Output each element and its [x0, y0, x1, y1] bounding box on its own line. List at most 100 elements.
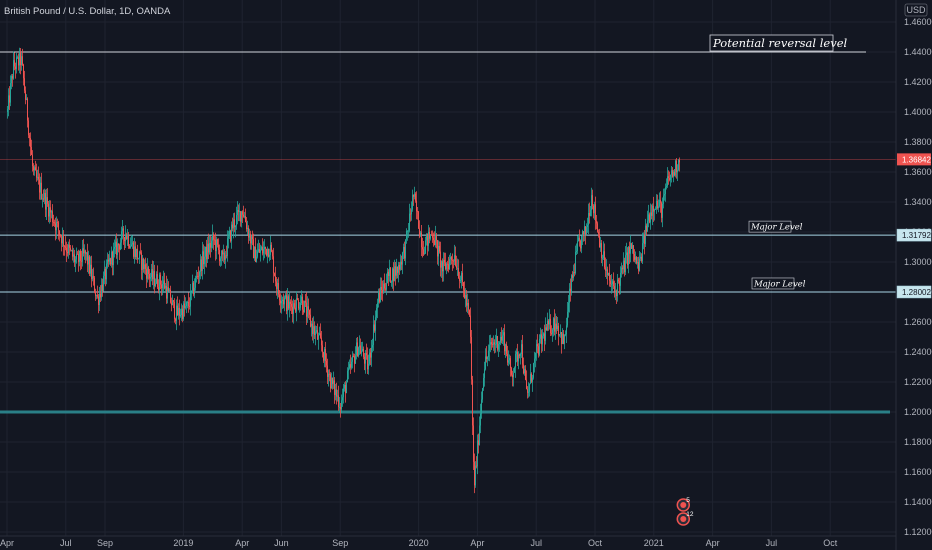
- candle: [70, 244, 71, 252]
- candle: [620, 266, 621, 295]
- candle: [509, 354, 510, 365]
- candle: [47, 188, 48, 207]
- candle: [597, 221, 598, 233]
- event-markers[interactable]: 5 12: [676, 497, 694, 526]
- candle: [356, 337, 357, 360]
- candle: [444, 252, 445, 267]
- candle: [629, 241, 630, 264]
- candle: [340, 403, 341, 418]
- candle: [24, 70, 25, 94]
- candle: [573, 264, 574, 281]
- candle: [337, 389, 338, 402]
- candle: [103, 271, 104, 292]
- candle: [179, 299, 180, 326]
- candle: [555, 313, 556, 340]
- candle: [454, 244, 455, 266]
- candle: [26, 94, 27, 101]
- candle: [521, 339, 522, 358]
- candle: [341, 394, 342, 413]
- candle: [304, 300, 305, 313]
- candle: [162, 276, 163, 296]
- candle: [636, 256, 637, 265]
- horizontal-levels[interactable]: Potential reversal level Major Level Major…: [0, 34, 896, 414]
- candle: [378, 288, 379, 308]
- candle: [225, 250, 226, 269]
- candle: [88, 250, 89, 274]
- candle: [243, 205, 244, 218]
- candle: [268, 248, 269, 258]
- candle: [599, 228, 600, 248]
- y-tick-label: 1.44000: [904, 47, 932, 57]
- candle: [311, 320, 312, 337]
- candle: [607, 266, 608, 285]
- candle: [271, 242, 272, 253]
- candle: [623, 252, 624, 274]
- candle: [192, 274, 193, 294]
- candle: [266, 248, 267, 257]
- time-axis[interactable]: Apr Jul Sep 2019 Apr Jun Sep 2020 Apr Jul Oct 2021 A…: [0, 535, 896, 548]
- candle: [224, 249, 225, 264]
- candle: [100, 285, 101, 302]
- candle: [452, 253, 453, 271]
- candle: [414, 186, 415, 200]
- candle: [201, 256, 202, 277]
- candle: [412, 189, 413, 212]
- currency-badge[interactable]: USD: [904, 3, 928, 17]
- event-marker[interactable]: 12: [676, 511, 694, 526]
- candle: [387, 268, 388, 284]
- candle: [213, 232, 214, 250]
- candle: [322, 340, 323, 358]
- candle: [673, 169, 674, 183]
- candle: [147, 258, 148, 283]
- candle: [646, 223, 647, 236]
- candle: [404, 241, 405, 261]
- candle: [90, 256, 91, 277]
- candle: [603, 241, 604, 260]
- event-marker[interactable]: 5: [676, 497, 690, 512]
- candle: [293, 298, 294, 324]
- candle: [625, 246, 626, 276]
- candle: [634, 249, 635, 263]
- candle: [669, 171, 670, 182]
- candle: [506, 341, 507, 357]
- candle: [400, 254, 401, 271]
- candle: [541, 329, 542, 353]
- candle: [76, 247, 77, 264]
- candle: [581, 235, 582, 254]
- candle: [307, 296, 308, 323]
- candle: [194, 278, 195, 299]
- candle: [350, 354, 351, 374]
- candle: [466, 290, 467, 312]
- candle: [80, 249, 81, 271]
- candle: [558, 322, 559, 346]
- price-axis[interactable]: 1.46000 1.44000 1.42000 1.40000 1.38000 1.360…: [895, 0, 932, 550]
- candle: [115, 234, 116, 255]
- candle: [89, 255, 90, 276]
- candle: [670, 174, 671, 187]
- candle: [315, 325, 316, 346]
- candle: [236, 206, 237, 230]
- candle: [316, 325, 317, 334]
- candle: [220, 256, 221, 267]
- candle: [520, 352, 521, 365]
- candle: [411, 201, 412, 221]
- candle: [662, 197, 663, 228]
- candle: [499, 341, 500, 352]
- candle: [616, 289, 617, 304]
- candle: [663, 188, 664, 209]
- candle: [446, 262, 447, 275]
- candle: [129, 244, 130, 249]
- candle: [219, 244, 220, 266]
- candle: [576, 243, 577, 256]
- candle: [198, 266, 199, 284]
- candle: [488, 344, 489, 361]
- candle: [138, 257, 139, 260]
- candles: [7, 47, 680, 494]
- major-level-price-badge: 1.31792: [896, 228, 931, 242]
- candle: [295, 299, 296, 313]
- candle: [137, 244, 138, 264]
- candle: [108, 254, 109, 267]
- candle: [447, 260, 448, 272]
- candle: [605, 257, 606, 277]
